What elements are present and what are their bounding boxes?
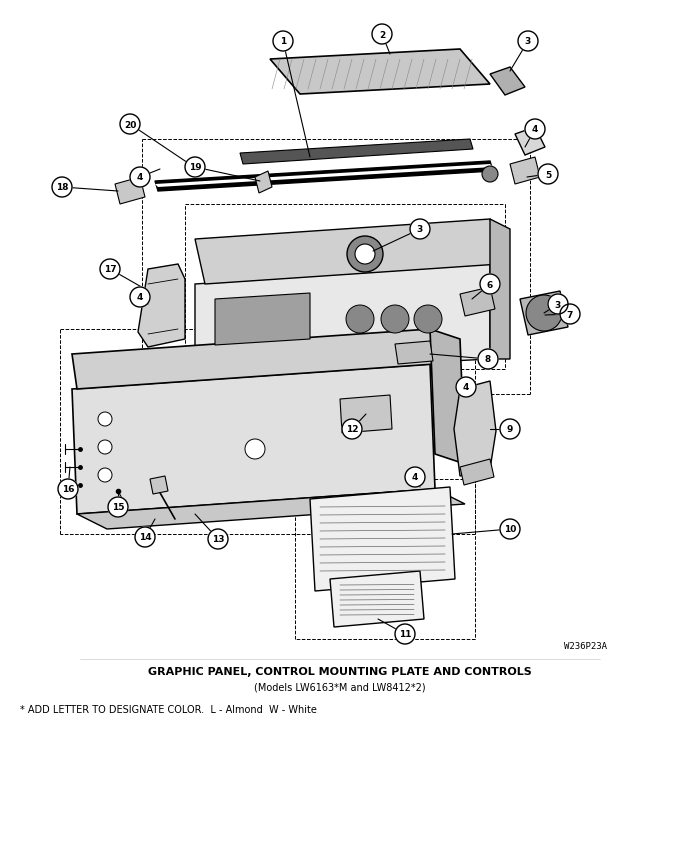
Polygon shape xyxy=(215,294,310,345)
Text: 8: 8 xyxy=(485,355,491,364)
Circle shape xyxy=(98,468,112,483)
Polygon shape xyxy=(510,158,540,185)
Circle shape xyxy=(245,440,265,459)
Circle shape xyxy=(480,274,500,295)
Polygon shape xyxy=(490,68,525,96)
Circle shape xyxy=(478,349,498,370)
Circle shape xyxy=(518,32,538,52)
Circle shape xyxy=(405,468,425,488)
Circle shape xyxy=(98,413,112,426)
Circle shape xyxy=(120,115,140,135)
Circle shape xyxy=(135,528,155,548)
Polygon shape xyxy=(72,330,435,390)
Text: 9: 9 xyxy=(507,425,513,434)
Circle shape xyxy=(538,165,558,185)
Circle shape xyxy=(482,167,498,183)
Circle shape xyxy=(548,295,568,315)
Polygon shape xyxy=(430,330,465,464)
Circle shape xyxy=(273,32,293,52)
Circle shape xyxy=(346,306,374,333)
Text: 3: 3 xyxy=(525,37,531,46)
Polygon shape xyxy=(490,219,510,360)
Text: 3: 3 xyxy=(417,225,423,235)
Circle shape xyxy=(130,288,150,307)
Circle shape xyxy=(208,529,228,549)
Text: 20: 20 xyxy=(124,121,136,129)
Text: 13: 13 xyxy=(211,535,224,544)
Circle shape xyxy=(525,120,545,140)
Polygon shape xyxy=(454,381,496,476)
Text: W236P23A: W236P23A xyxy=(564,641,607,651)
Text: 14: 14 xyxy=(139,533,152,542)
Circle shape xyxy=(98,441,112,454)
Text: 12: 12 xyxy=(345,425,358,434)
Text: 10: 10 xyxy=(504,525,516,534)
Polygon shape xyxy=(330,571,424,627)
Text: GRAPHIC PANEL, CONTROL MOUNTING PLATE AND CONTROLS: GRAPHIC PANEL, CONTROL MOUNTING PLATE AN… xyxy=(148,666,532,676)
Polygon shape xyxy=(310,488,455,592)
Text: 19: 19 xyxy=(188,163,201,172)
Polygon shape xyxy=(395,342,433,365)
Circle shape xyxy=(526,295,562,332)
Polygon shape xyxy=(77,490,465,529)
Circle shape xyxy=(381,306,409,333)
Polygon shape xyxy=(340,396,392,434)
Polygon shape xyxy=(515,127,545,156)
Polygon shape xyxy=(460,459,494,485)
Polygon shape xyxy=(150,476,168,495)
Text: 3: 3 xyxy=(555,300,561,309)
Circle shape xyxy=(395,625,415,644)
Text: 15: 15 xyxy=(112,503,124,512)
Text: 11: 11 xyxy=(398,630,411,639)
Circle shape xyxy=(342,419,362,440)
Polygon shape xyxy=(460,288,495,316)
Text: 4: 4 xyxy=(532,126,538,134)
Circle shape xyxy=(52,178,72,197)
Polygon shape xyxy=(520,292,568,336)
Text: 6: 6 xyxy=(487,280,493,289)
Polygon shape xyxy=(255,172,272,194)
Text: 5: 5 xyxy=(545,170,551,179)
Circle shape xyxy=(185,158,205,178)
Text: 7: 7 xyxy=(567,310,573,319)
Text: 4: 4 xyxy=(137,173,143,182)
Text: 18: 18 xyxy=(56,183,68,192)
Polygon shape xyxy=(115,178,145,205)
Text: * ADD LETTER TO DESIGNATE COLOR.  L - Almond  W - White: * ADD LETTER TO DESIGNATE COLOR. L - Alm… xyxy=(20,704,318,714)
Text: 16: 16 xyxy=(62,485,74,494)
Polygon shape xyxy=(138,265,185,348)
Polygon shape xyxy=(195,219,500,284)
Text: 2: 2 xyxy=(379,30,385,40)
Polygon shape xyxy=(155,165,493,187)
Circle shape xyxy=(500,419,520,440)
Circle shape xyxy=(130,168,150,187)
Polygon shape xyxy=(155,162,493,192)
Polygon shape xyxy=(195,265,490,375)
Polygon shape xyxy=(270,50,490,95)
Text: 4: 4 xyxy=(412,473,418,482)
Text: (Models LW6163*M and LW8412*2): (Models LW6163*M and LW8412*2) xyxy=(254,682,426,692)
Circle shape xyxy=(355,245,375,265)
Circle shape xyxy=(560,305,580,325)
Circle shape xyxy=(456,377,476,398)
Circle shape xyxy=(500,519,520,539)
Circle shape xyxy=(372,25,392,45)
Circle shape xyxy=(108,497,128,517)
Text: 1: 1 xyxy=(280,37,286,46)
Circle shape xyxy=(58,479,78,500)
Circle shape xyxy=(410,219,430,240)
Polygon shape xyxy=(240,140,473,165)
Polygon shape xyxy=(72,365,435,514)
Circle shape xyxy=(414,306,442,333)
Text: 4: 4 xyxy=(137,293,143,302)
Text: 4: 4 xyxy=(463,383,469,392)
Text: 17: 17 xyxy=(103,265,116,274)
Circle shape xyxy=(347,236,383,273)
Circle shape xyxy=(100,260,120,279)
